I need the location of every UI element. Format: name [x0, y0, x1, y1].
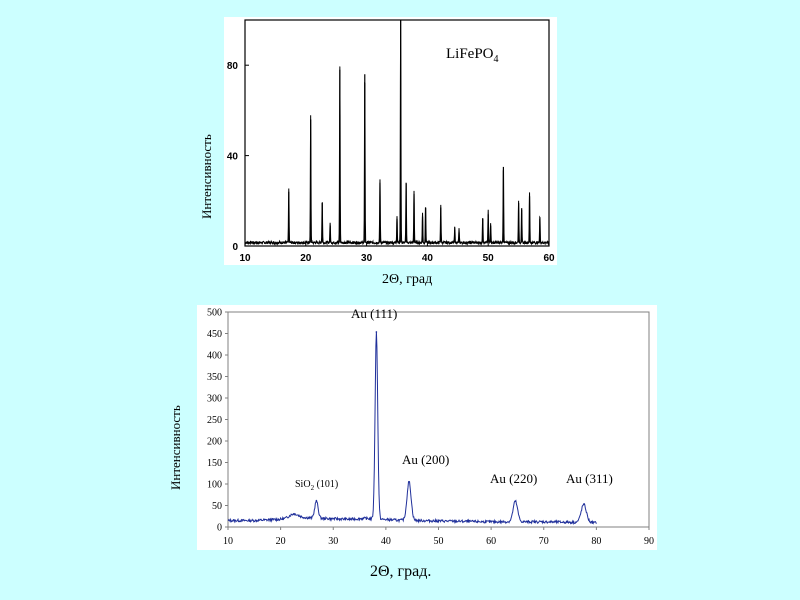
y-tick-label: 40	[227, 152, 239, 163]
y-tick-label: 200	[207, 437, 222, 448]
y-tick-label: 450	[207, 329, 222, 340]
x-tick-label: 60	[543, 253, 555, 264]
chart-bottom-peaks	[292, 331, 585, 515]
chart-top-peaks	[288, 20, 541, 243]
x-tick-label: 50	[434, 536, 444, 547]
x-tick-label: 30	[361, 253, 373, 264]
x-tick-label: 20	[300, 253, 312, 264]
x-tick-label: 70	[539, 536, 549, 547]
y-tick-label: 0	[232, 242, 238, 253]
peak-label-au-311: Au (311)	[566, 471, 613, 486]
chart-top-frame	[244, 19, 550, 247]
x-tick-label: 50	[483, 253, 495, 264]
peak-label-au-111: Au (111)	[351, 306, 397, 321]
x-tick-label: 20	[276, 536, 286, 547]
diffraction-peak-apex	[315, 500, 318, 502]
chart-top-ylabel: Интенсивность	[199, 134, 214, 219]
peak-label-sio2-101: SiO2 (101)	[295, 479, 338, 492]
chart-bottom-background	[197, 305, 657, 550]
diffraction-peak-apex	[292, 513, 295, 515]
x-tick-label: 40	[381, 536, 391, 547]
diffraction-peak-apex	[408, 480, 410, 483]
x-tick-label: 10	[223, 536, 233, 547]
y-tick-label: 80	[227, 61, 239, 72]
chart-top-background	[224, 17, 557, 265]
x-tick-label: 80	[591, 536, 601, 547]
chart-bottom-axes: 10 20 30 40 50 60 70 80 90 0 50 100 150 200 250 300 350 4…	[207, 308, 654, 548]
y-tick-label: 250	[207, 415, 222, 426]
chart-bottom: 10 20 30 40 50 60 70 80 90 0 50 100 150 200 250 300 350 4…	[168, 305, 657, 580]
x-tick-label: 40	[422, 253, 434, 264]
chart-bottom-pattern-line	[227, 331, 597, 526]
chart-top-axes: 10 20 30 40 50 60 0 40 80	[227, 61, 555, 264]
chart-top-title: LiFePO4	[446, 46, 499, 65]
diffraction-peak-apex	[582, 503, 585, 506]
y-tick-label: 350	[207, 372, 222, 383]
x-tick-label: 60	[486, 536, 496, 547]
y-tick-label: 400	[207, 351, 222, 362]
x-tick-label: 10	[239, 253, 251, 264]
peak-label-au-200: Au (200)	[402, 452, 449, 467]
y-tick-label: 0	[217, 523, 222, 534]
y-tick-label: 300	[207, 394, 222, 405]
chart-bottom-ylabel: Интенсивность	[168, 405, 183, 490]
y-tick-label: 100	[207, 480, 222, 491]
diffraction-peak-apex	[514, 500, 517, 503]
y-tick-label: 150	[207, 458, 222, 469]
chart-bottom-xlabel: 2Θ, град.	[370, 563, 431, 580]
chart-top: 10 20 30 40 50 60 0 40 80 LiFePO4 2Θ, град Интен…	[199, 17, 557, 287]
chart-top-pattern-line	[244, 19, 550, 246]
x-tick-label: 90	[644, 536, 654, 547]
peak-label-au-220: Au (220)	[490, 471, 537, 486]
diffraction-peak-apex	[375, 331, 378, 333]
x-tick-label: 30	[328, 536, 338, 547]
y-tick-label: 500	[207, 308, 222, 319]
chart-top-xlabel: 2Θ, град	[382, 272, 432, 287]
y-tick-label: 50	[212, 501, 222, 512]
